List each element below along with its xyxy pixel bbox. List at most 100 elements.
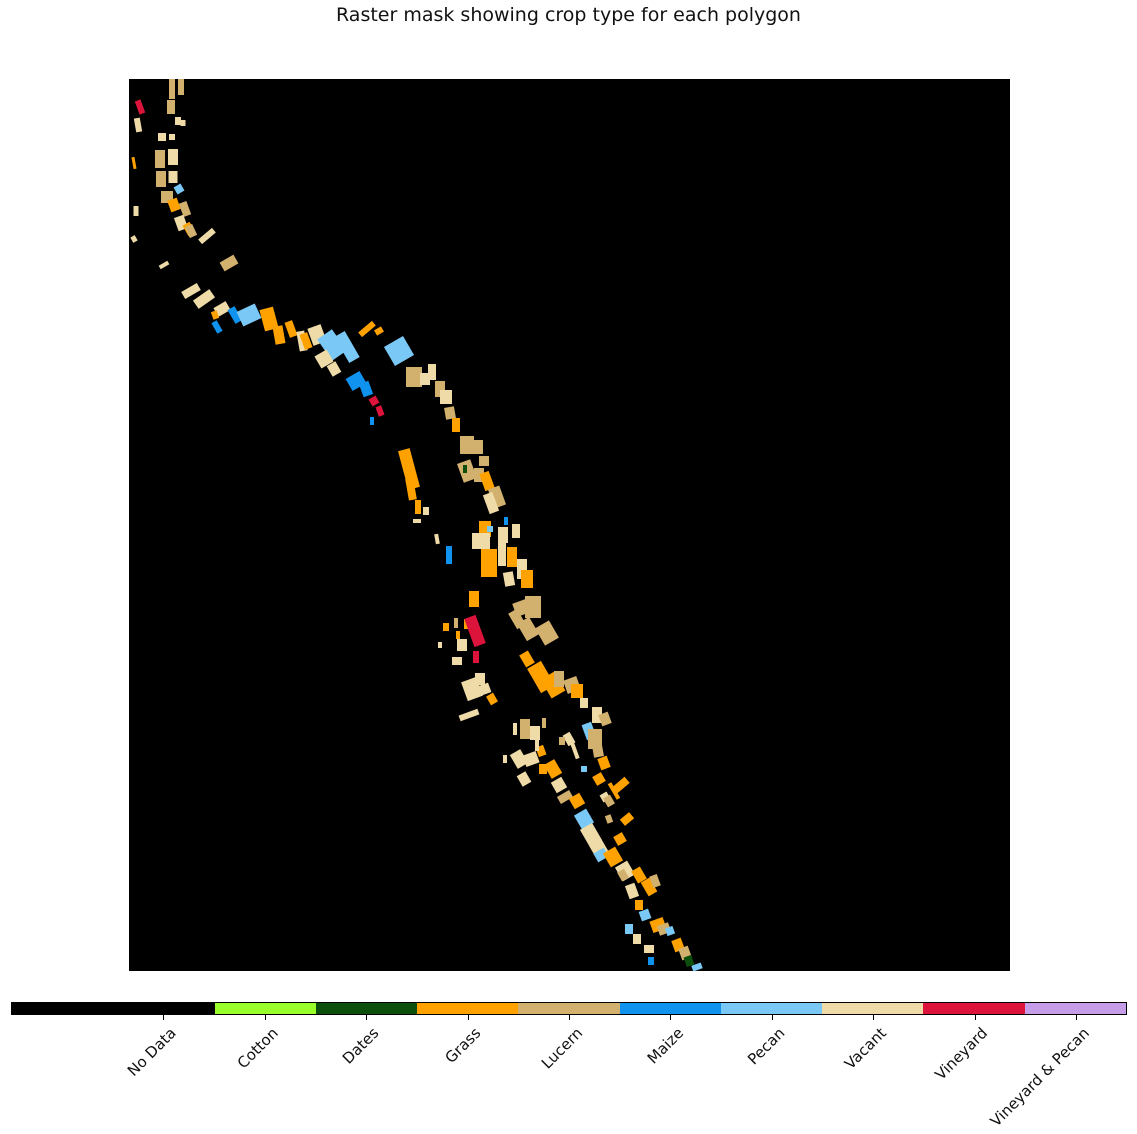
colorbar-tick-label: Lucern (537, 1024, 586, 1073)
field-polygon (516, 616, 540, 642)
field-polygon (178, 201, 192, 217)
field-polygon (602, 846, 624, 868)
field-polygon (259, 306, 279, 332)
field-polygon (503, 755, 507, 763)
field-polygon (562, 731, 576, 747)
colorbar-swatch-dates (315, 1003, 418, 1014)
field-polygon (539, 764, 547, 774)
chart-title: Raster mask showing crop type for each p… (336, 4, 801, 26)
field-polygon (370, 417, 374, 425)
field-polygon (415, 500, 421, 514)
field-polygon (131, 156, 137, 170)
colorbar-swatch-vineyard (923, 1003, 1025, 1014)
field-polygon (554, 671, 564, 687)
field-polygon (454, 618, 458, 628)
field-polygon (593, 847, 609, 863)
field-polygon (487, 526, 493, 532)
field-polygon (478, 682, 492, 696)
field-polygon (520, 719, 530, 739)
field-polygon (592, 707, 602, 723)
colorbar-tick-label: Grass (441, 1024, 485, 1067)
colorbar-tick-label: No Data (124, 1024, 180, 1080)
field-polygon (592, 744, 604, 758)
field-polygon (481, 549, 497, 577)
field-polygon (446, 546, 452, 564)
no-data-background (129, 79, 1010, 971)
field-polygon (509, 749, 529, 769)
field-polygon (227, 306, 243, 324)
field-polygon (175, 117, 181, 125)
field-polygon (571, 684, 583, 698)
field-polygon (168, 149, 178, 165)
field-polygon (648, 957, 654, 965)
field-polygon (625, 924, 633, 934)
field-polygon (440, 390, 452, 404)
field-polygon (517, 559, 527, 579)
field-polygon (498, 527, 508, 543)
field-polygon (434, 533, 440, 545)
field-polygon (213, 301, 231, 317)
colorbar-swatch-cotton (214, 1003, 316, 1014)
field-polygon (603, 794, 615, 808)
field-polygon (472, 533, 490, 549)
colorbar-tick-label: Cotton (233, 1024, 282, 1073)
field-polygon (169, 79, 175, 99)
field-polygon (317, 329, 347, 361)
field-polygon (435, 381, 445, 397)
field-polygon (405, 477, 417, 501)
field-polygon (458, 708, 480, 722)
field-polygon (456, 631, 460, 639)
field-polygon (173, 183, 185, 195)
field-polygon (550, 776, 568, 794)
field-polygon (473, 440, 483, 454)
field-polygon (543, 759, 563, 779)
field-polygon (211, 320, 223, 334)
field-polygon (460, 436, 474, 454)
colorbar-tick-label: Maize (643, 1024, 688, 1068)
field-polygon (474, 468, 484, 482)
field-polygon (507, 547, 517, 567)
field-polygon (452, 418, 460, 432)
field-polygon (570, 742, 580, 760)
field-polygon (504, 517, 508, 525)
field-polygon (420, 373, 430, 385)
field-polygon (398, 448, 420, 490)
field-polygon (156, 171, 166, 187)
field-polygon (464, 614, 486, 648)
field-polygon (580, 698, 588, 708)
field-polygon (198, 227, 216, 245)
field-polygon (525, 596, 541, 618)
field-polygon (326, 361, 342, 377)
colorbar-tick-label: Vineyard & Pecan (986, 1024, 1093, 1131)
field-polygon (444, 406, 456, 420)
field-polygon (469, 591, 479, 607)
field-polygon (358, 320, 376, 338)
field-polygon (158, 133, 166, 141)
field-polygon (167, 100, 175, 114)
field-polygon (375, 405, 385, 417)
field-polygon (624, 882, 640, 900)
field-polygon (664, 925, 676, 937)
field-polygon (530, 726, 540, 740)
field-polygon (130, 235, 138, 243)
field-polygon (573, 808, 595, 830)
field-polygon (512, 524, 520, 538)
field-polygon (155, 150, 165, 168)
colorbar-swatch-lucern (518, 1003, 620, 1014)
field-polygon (633, 934, 641, 944)
field-polygon (597, 755, 611, 771)
field-polygon (463, 465, 467, 473)
field-polygon (535, 739, 539, 751)
field-polygon (631, 866, 647, 884)
field-polygon (556, 790, 574, 804)
crop-raster-map (129, 79, 1010, 971)
field-polygon (521, 570, 533, 588)
field-polygon (452, 657, 462, 665)
field-polygon (428, 364, 436, 380)
field-polygon (635, 900, 643, 910)
field-polygon (413, 519, 421, 523)
field-polygon (498, 540, 506, 566)
field-polygon (272, 325, 286, 345)
field-polygon (210, 310, 220, 320)
field-polygon (542, 718, 546, 728)
